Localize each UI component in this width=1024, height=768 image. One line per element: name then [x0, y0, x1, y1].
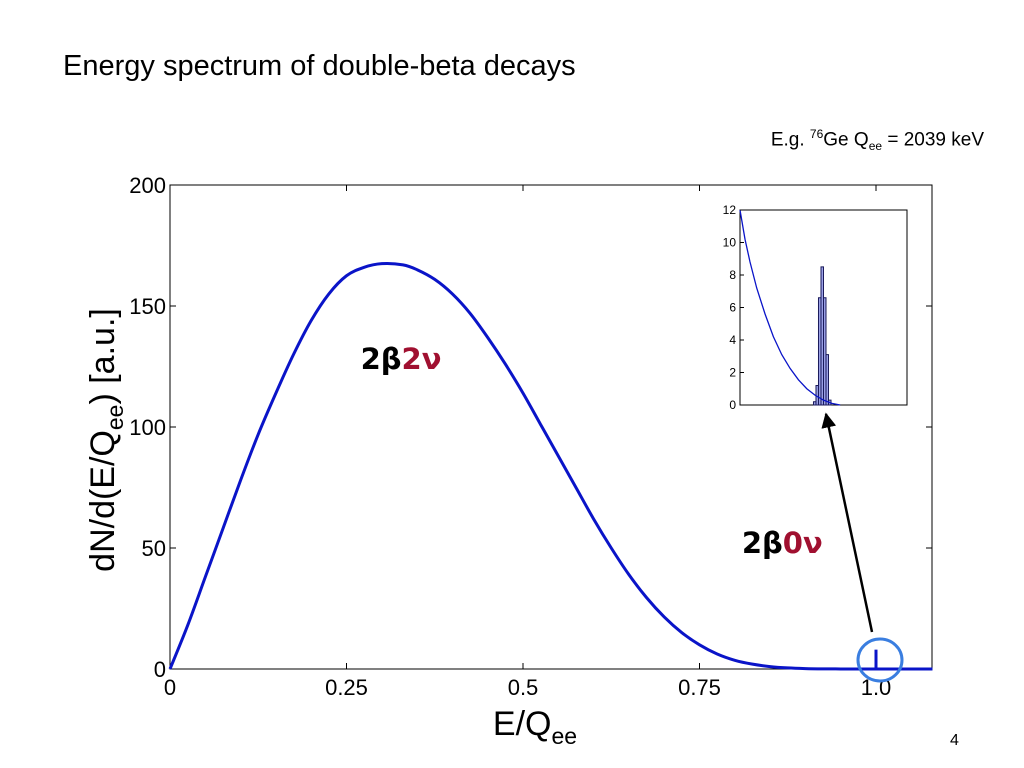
example-note: E.g. 76Ge Qee = 2039 keV: [771, 127, 984, 153]
inset-y-tick-label: 12: [723, 203, 737, 217]
annotation-neutrinoless: 2β0ν: [742, 526, 823, 560]
y-tick-label: 150: [129, 294, 166, 319]
zoom-arrow: [821, 412, 874, 633]
x-axis-label: E/Qee: [493, 705, 577, 749]
peak-highlight-circle: [856, 637, 904, 683]
annotation-two-neutrino: 2β2ν: [361, 342, 442, 376]
example-prefix: E.g.: [770, 129, 810, 151]
y-tick-label: 100: [129, 415, 166, 440]
inset-y-axis-ticks: 0 2 4 6 8 10 12: [723, 203, 744, 412]
slide-number: 4: [950, 732, 959, 749]
inset-y-tick-label: 0: [729, 398, 736, 412]
inset-y-tick-label: 4: [729, 333, 736, 347]
y-axis-label-end: ) [a.u.]: [84, 308, 122, 404]
annotation-neutrinoless-accent: 0ν: [783, 526, 823, 560]
slide-title: Energy spectrum of double-beta decays: [63, 50, 576, 82]
y-tick-label: 0: [154, 657, 166, 682]
annotation-two-neutrino-prefix: 2β: [361, 342, 402, 376]
q-subscript: ee: [868, 139, 883, 154]
inset-y-tick-label: 10: [723, 236, 737, 250]
x-axis-label-subscript: ee: [551, 723, 577, 749]
inset-histogram-bar: [825, 354, 830, 406]
y-tick-label: 200: [129, 173, 166, 198]
y-tick-label: 50: [142, 536, 166, 561]
inset-y-tick-label: 6: [729, 301, 736, 315]
x-tick-label: 0.5: [508, 675, 539, 700]
isotope-mass-number: 76: [809, 127, 824, 141]
y-axis-label: dN/d(E/Qee) [a.u.]: [84, 308, 128, 572]
y-axis-label-subscript: ee: [102, 405, 128, 431]
x-tick-label: 0.75: [678, 675, 721, 700]
x-tick-label: 0.25: [325, 675, 368, 700]
inset-y-tick-label: 8: [729, 268, 736, 282]
annotation-neutrinoless-prefix: 2β: [742, 526, 783, 560]
x-axis-ticks: 0 0.25 0.5 0.75 1.0: [164, 185, 891, 700]
inset-spectrum-curve: [739, 209, 841, 406]
y-axis-label-main: dN/d(E/Q: [84, 430, 122, 572]
x-axis-label-main: E/Q: [493, 705, 552, 743]
annotation-two-neutrino-accent: 2ν: [402, 342, 442, 376]
inset-y-tick-label: 2: [729, 366, 736, 380]
isotope-label: Ge Q: [823, 129, 869, 151]
q-value: = 2039 keV: [882, 129, 984, 151]
two-neutrino-spectrum-curve: [168, 262, 933, 671]
x-tick-label: 0: [164, 675, 176, 700]
inset-histogram: [812, 266, 832, 406]
inset-zoom-chart: 0 2 4 6 8 10 12: [723, 203, 908, 412]
inset-histogram-bar: [823, 297, 827, 406]
